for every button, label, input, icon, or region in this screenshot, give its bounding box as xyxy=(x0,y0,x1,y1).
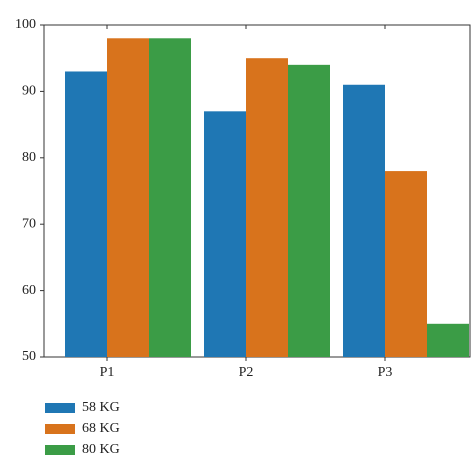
legend-label: 68 KG xyxy=(82,421,120,436)
y-tick-label: 90 xyxy=(22,84,36,99)
legend-label: 58 KG xyxy=(82,400,120,415)
bar xyxy=(204,111,246,357)
y-tick-label: 100 xyxy=(15,17,36,32)
x-tick-label: P1 xyxy=(100,365,115,380)
legend-swatch xyxy=(45,445,75,455)
x-tick-label: P3 xyxy=(378,365,393,380)
legend-swatch xyxy=(45,424,75,434)
y-tick-label: 50 xyxy=(22,349,36,364)
bar xyxy=(385,171,427,357)
bar xyxy=(246,58,288,357)
bar xyxy=(107,38,149,357)
bar xyxy=(288,64,330,357)
bar xyxy=(427,323,469,357)
bar xyxy=(149,38,191,357)
y-tick-label: 70 xyxy=(22,216,36,231)
legend-swatch xyxy=(45,403,75,413)
x-tick-label: P2 xyxy=(239,365,254,380)
bar xyxy=(343,84,385,357)
legend-label: 80 KG xyxy=(82,442,120,457)
y-tick-label: 80 xyxy=(22,150,36,165)
y-tick-label: 60 xyxy=(22,283,36,298)
bar xyxy=(65,71,107,357)
